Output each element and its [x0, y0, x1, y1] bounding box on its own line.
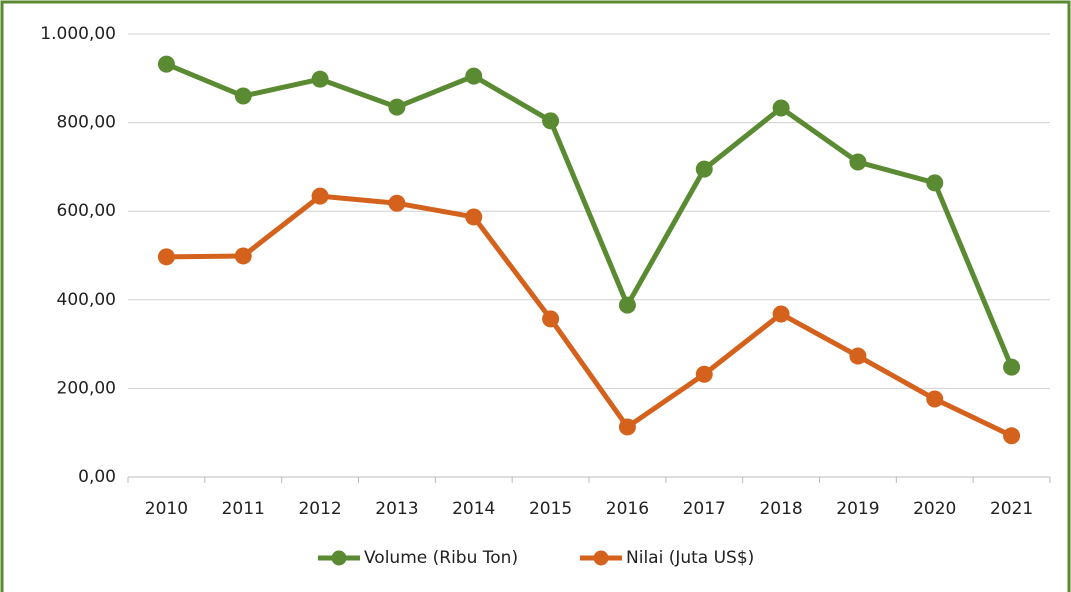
data-point — [465, 208, 483, 226]
data-point — [388, 194, 406, 212]
y-tick-label: 1.000,00 — [40, 24, 116, 44]
data-point — [618, 418, 636, 436]
data-point — [542, 310, 560, 328]
data-point — [157, 248, 175, 266]
x-tick-label: 2021 — [990, 499, 1033, 519]
data-point — [234, 247, 252, 265]
data-point — [618, 296, 636, 314]
data-point — [311, 187, 329, 205]
data-point — [234, 87, 252, 105]
series-line — [165, 61, 1014, 369]
x-tick-label: 2016 — [606, 499, 649, 519]
y-tick-label: 200,00 — [57, 378, 116, 398]
x-tick-label: 2011 — [222, 499, 265, 519]
x-tick-label: 2018 — [759, 499, 802, 519]
x-tick-label: 2013 — [375, 499, 418, 519]
data-point — [849, 347, 867, 365]
y-tick-label: 0,00 — [78, 467, 116, 487]
data-point — [311, 70, 329, 88]
y-tick-label: 600,00 — [57, 201, 116, 221]
data-point — [849, 153, 867, 171]
x-tick-label: 2014 — [452, 499, 495, 519]
y-tick-label: 800,00 — [57, 113, 116, 133]
data-point — [542, 112, 560, 130]
legend-label: Nilai (Juta US$) — [626, 548, 754, 568]
x-tick-label: 2017 — [683, 499, 726, 519]
data-point — [695, 160, 713, 178]
data-point — [1003, 358, 1021, 376]
legend-swatch-marker — [593, 550, 609, 566]
data-point — [157, 55, 175, 73]
data-point — [926, 390, 944, 408]
data-point — [1003, 427, 1021, 445]
data-point — [465, 67, 483, 85]
data-point — [926, 174, 944, 192]
x-tick-label: 2019 — [836, 499, 879, 519]
data-point — [695, 365, 713, 383]
x-tick-label: 2020 — [913, 499, 956, 519]
series-line — [166, 193, 1013, 439]
x-tick-label: 2010 — [145, 499, 188, 519]
x-tick-label: 2012 — [298, 499, 341, 519]
data-point — [388, 98, 406, 116]
data-point — [772, 305, 790, 323]
legend-label: Volume (Ribu Ton) — [364, 548, 518, 568]
x-tick-label: 2015 — [529, 499, 572, 519]
data-point — [772, 99, 790, 117]
legend-swatch-marker — [331, 550, 347, 566]
y-tick-label: 400,00 — [57, 290, 116, 310]
